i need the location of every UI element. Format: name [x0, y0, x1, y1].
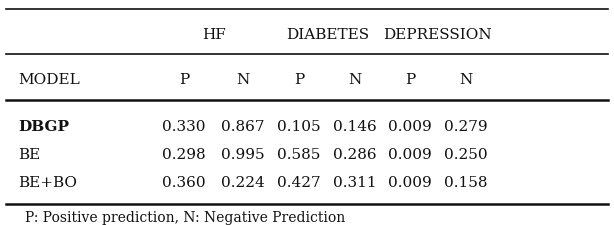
Text: P: P — [405, 73, 415, 87]
Text: 0.311: 0.311 — [333, 175, 377, 189]
Text: DBGP: DBGP — [18, 119, 69, 133]
Text: MODEL: MODEL — [18, 73, 80, 87]
Text: 0.298: 0.298 — [162, 147, 206, 161]
Text: 0.009: 0.009 — [388, 119, 432, 133]
Text: 0.995: 0.995 — [220, 147, 265, 161]
Text: 0.585: 0.585 — [278, 147, 321, 161]
Text: 0.158: 0.158 — [444, 175, 487, 189]
Text: P: P — [294, 73, 304, 87]
Text: 0.009: 0.009 — [388, 175, 432, 189]
Text: 0.286: 0.286 — [333, 147, 377, 161]
Text: BE+BO: BE+BO — [18, 175, 77, 189]
Text: 0.224: 0.224 — [220, 175, 265, 189]
Text: 0.427: 0.427 — [277, 175, 321, 189]
Text: HF: HF — [202, 28, 225, 42]
Text: DIABETES: DIABETES — [286, 28, 369, 42]
Text: N: N — [348, 73, 362, 87]
Text: P: P — [179, 73, 189, 87]
Text: BE: BE — [18, 147, 41, 161]
Text: 0.360: 0.360 — [162, 175, 206, 189]
Text: 0.009: 0.009 — [388, 147, 432, 161]
Text: 0.279: 0.279 — [443, 119, 488, 133]
Text: 0.867: 0.867 — [221, 119, 264, 133]
Text: 0.105: 0.105 — [277, 119, 321, 133]
Text: 0.250: 0.250 — [443, 147, 488, 161]
Text: N: N — [459, 73, 472, 87]
Text: P: Positive prediction, N: Negative Prediction: P: Positive prediction, N: Negative Pred… — [25, 210, 345, 224]
Text: 0.330: 0.330 — [163, 119, 206, 133]
Text: 0.146: 0.146 — [333, 119, 377, 133]
Text: DEPRESSION: DEPRESSION — [384, 28, 492, 42]
Text: N: N — [236, 73, 249, 87]
